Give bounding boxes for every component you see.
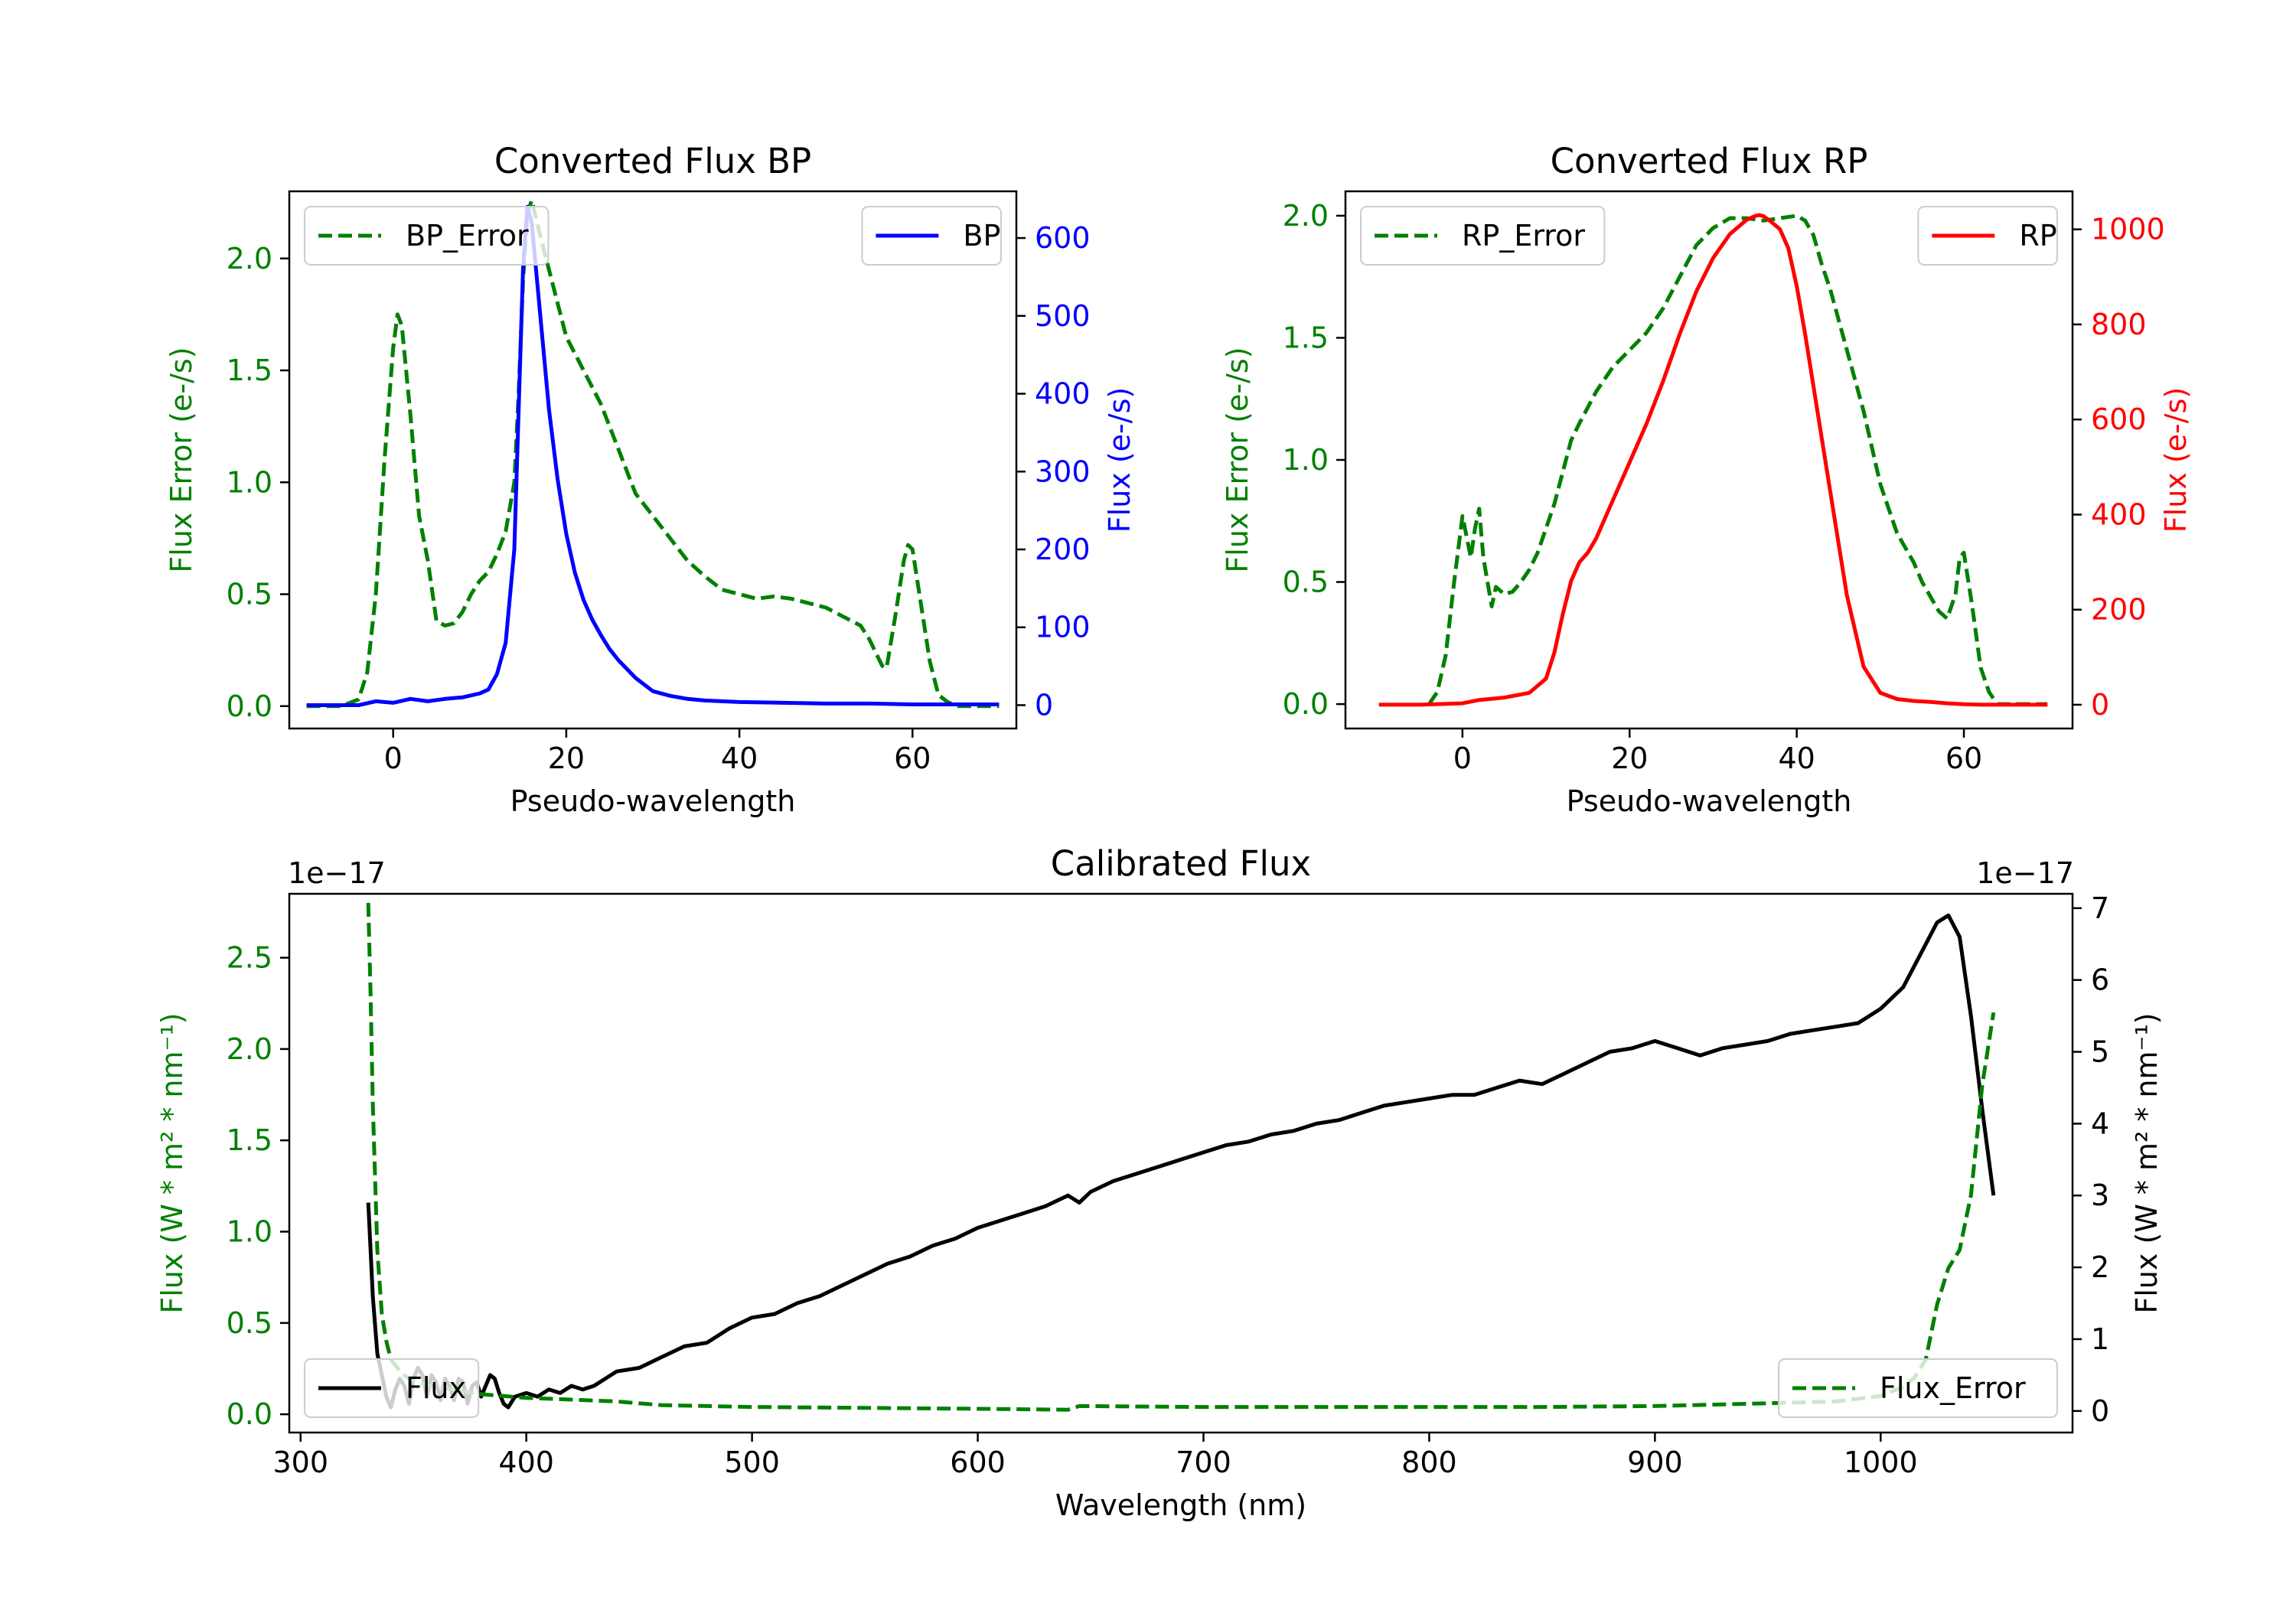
cal-ytick-right-label: 0 — [2091, 1394, 2109, 1428]
bp-ytick-left-label: 0.5 — [227, 578, 272, 611]
rp-legend-rp: RP — [1917, 206, 2058, 266]
cal-xlabel: Wavelength (nm) — [1055, 1488, 1306, 1522]
bp-ytick-right-label: 100 — [1035, 611, 1091, 644]
cal-ytick-right-label: 5 — [2091, 1035, 2109, 1069]
cal-ytick-left-label: 1.5 — [227, 1123, 272, 1157]
cal-ytick-right-label: 3 — [2091, 1178, 2109, 1212]
legend-box — [304, 206, 550, 266]
bp-ytick-right-label: 200 — [1035, 533, 1091, 566]
rp-ytick-right-label: 800 — [2091, 308, 2147, 341]
bp-xlabel: Pseudo-wavelength — [510, 784, 796, 818]
cal-offset-left: 1e−17 — [288, 856, 386, 890]
rp-xtick-label: 60 — [1945, 742, 1982, 775]
rp-legend-rp-error: RP_Error — [1360, 206, 1606, 266]
cal-ytick-left-label: 2.0 — [227, 1032, 272, 1066]
bp-xtick-label: 60 — [894, 742, 931, 775]
legend-box — [1360, 206, 1606, 266]
rp-ytick-right-label: 200 — [2091, 593, 2147, 627]
rp-ytick-right-label: 1000 — [2091, 213, 2165, 246]
cal-ytick-right-label: 1 — [2091, 1322, 2109, 1356]
legend-label: BP — [963, 219, 1000, 253]
cal-xtick-label: 400 — [498, 1446, 554, 1479]
legend-label: Flux_Error — [1880, 1371, 2026, 1405]
cal-xtick-label: 1000 — [1844, 1446, 1918, 1479]
rp-ytick-right-label: 0 — [2091, 688, 2109, 722]
rp-xtick-label: 0 — [1453, 742, 1472, 775]
bp-ytick-right-label: 300 — [1035, 455, 1091, 488]
cal-offset-right: 1e−17 — [1976, 856, 2074, 890]
cal-legend-flux-error: Flux_Error — [1778, 1358, 2058, 1418]
cal-ytick-right-label: 2 — [2091, 1250, 2109, 1284]
legend-label: Flux — [406, 1371, 466, 1405]
bp-ytick-left-label: 1.0 — [227, 465, 272, 499]
rp-ytick-left-label: 2.0 — [1283, 199, 1329, 233]
cal-ytick-right-label: 7 — [2091, 892, 2109, 925]
rp-series-rp — [1378, 213, 2048, 707]
legend-box — [304, 1358, 480, 1418]
bp-plot-area — [306, 198, 1000, 709]
legend-label: RP — [2019, 219, 2056, 253]
bp-ytick-left-label: 2.0 — [227, 242, 272, 275]
bp-series-bp — [306, 204, 1000, 707]
bp-ytick-right-label: 400 — [1035, 377, 1091, 411]
bp-xtick-label: 20 — [548, 742, 585, 775]
rp-ytick-left-label: 1.5 — [1283, 321, 1329, 354]
cal-ytick-left-label: 0.0 — [227, 1397, 272, 1431]
rp-ytick-left-label: 1.0 — [1283, 443, 1329, 477]
cal-title: Calibrated Flux — [1051, 843, 1311, 884]
chart-rp: 0 20 40 60 0.0 0.5 1.0 1.5 2.0 0 200 400 600 800 1000 C… — [1221, 141, 2193, 818]
chart-cal: 300 400 500 600 700 800 900 1000 0.0 0.5 1.0 1.5 2.0… — [155, 843, 2164, 1522]
rp-title: Converted Flux RP — [1551, 141, 1868, 181]
cal-axes-frame — [288, 892, 2074, 1434]
cal-xtick-label: 500 — [724, 1446, 780, 1479]
bp-xtick-label: 0 — [384, 742, 403, 775]
rp-xtick-label: 40 — [1778, 742, 1815, 775]
bp-ylabel-left: Flux Error (e-/s) — [165, 347, 198, 572]
bp-legend-bp: BP — [861, 206, 1003, 266]
rp-series-rp-error — [1427, 214, 2048, 706]
cal-legend-flux: Flux — [304, 1358, 480, 1418]
bp-title: Converted Flux BP — [494, 141, 811, 181]
cal-xtick-label: 800 — [1401, 1446, 1457, 1479]
chart-bp: 0 20 40 60 0.0 0.5 1.0 1.5 2.0 0 100 200 300 400 500 60… — [165, 141, 1137, 818]
bp-legend-bp-error: BP_Error — [304, 206, 550, 266]
cal-ytick-left-label: 2.5 — [227, 941, 272, 975]
cal-ytick-left-label: 1.0 — [227, 1214, 272, 1248]
cal-xtick-label: 600 — [950, 1446, 1006, 1479]
rp-ytick-right-label: 600 — [2091, 403, 2147, 436]
cal-ylabel-right: Flux (W * m² * nm⁻¹) — [2130, 1012, 2164, 1313]
cal-ylabel-left: Flux (W * m² * nm⁻¹) — [155, 1012, 189, 1313]
bp-ytick-right-label: 500 — [1035, 299, 1091, 333]
legend-label: BP_Error — [406, 219, 529, 253]
cal-ytick-right-label: 6 — [2091, 963, 2109, 997]
bp-ytick-right-label: 600 — [1035, 221, 1091, 255]
bp-ylabel-right: Flux (e-/s) — [1103, 387, 1137, 533]
bp-axes-frame — [288, 190, 1018, 730]
bp-ytick-right-label: 0 — [1035, 688, 1053, 722]
cal-xtick-label: 300 — [272, 1446, 328, 1479]
rp-xlabel: Pseudo-wavelength — [1567, 784, 1852, 818]
legend-box — [1778, 1358, 2058, 1418]
bp-ytick-left-label: 0.0 — [227, 689, 272, 723]
rp-ytick-right-label: 400 — [2091, 497, 2147, 531]
rp-xtick-label: 20 — [1611, 742, 1648, 775]
bp-series-bp-error — [306, 198, 1000, 709]
rp-ylabel-left: Flux Error (e-/s) — [1221, 347, 1254, 572]
bp-ytick-left-label: 1.5 — [227, 354, 272, 387]
rp-ytick-left-label: 0.0 — [1283, 687, 1329, 721]
cal-ytick-left-label: 0.5 — [227, 1306, 272, 1340]
bp-xtick-label: 40 — [721, 742, 758, 775]
rp-ytick-left-label: 0.5 — [1283, 566, 1329, 599]
rp-plot-area — [1378, 213, 2048, 707]
cal-xtick-label: 700 — [1176, 1446, 1231, 1479]
cal-ytick-right-label: 4 — [2091, 1107, 2109, 1140]
cal-xtick-label: 900 — [1627, 1446, 1683, 1479]
rp-ylabel-right: Flux (e-/s) — [2159, 387, 2193, 533]
legend-label: RP_Error — [1462, 219, 1585, 253]
